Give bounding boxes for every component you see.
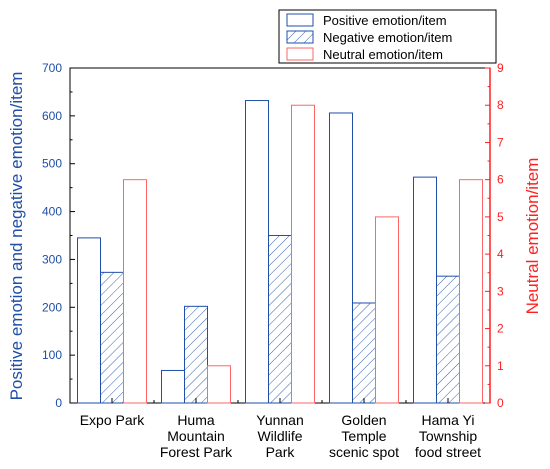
right-axis-tick-label: 2 — [497, 322, 504, 336]
bar-positive — [329, 112, 353, 404]
x-axis-tick-label: food street — [415, 444, 481, 460]
legend-swatch-negative — [286, 30, 314, 44]
right-axis-tick-label: 1 — [497, 359, 504, 373]
bar-neutral — [207, 365, 231, 404]
bar-neutral — [459, 179, 483, 404]
right-axis-tick-label: 0 — [497, 396, 504, 410]
bar-positive — [161, 369, 185, 404]
bar-neutral — [375, 216, 399, 404]
bar-negative — [352, 302, 376, 404]
bar-negative — [100, 271, 124, 404]
legend-label-positive: Positive emotion/item — [323, 13, 447, 28]
x-axis-tick-label: Yunnan — [256, 412, 304, 428]
x-axis-tick-label: Wildlife — [257, 428, 302, 444]
right-axis-tick-label: 8 — [497, 98, 504, 112]
bar-negative — [436, 275, 460, 404]
x-axis-tick-label: Forest Park — [160, 444, 233, 460]
x-axis-tick-label: Expo Park — [80, 412, 146, 428]
bar-positive — [245, 100, 269, 404]
x-axis-tick-label: Hama Yi — [422, 412, 475, 428]
bar-positive — [413, 176, 437, 404]
legend-box — [278, 9, 497, 64]
left-axis-tick-label: 600 — [42, 109, 62, 123]
bar-neutral — [123, 179, 147, 404]
x-axis-tick-label: Township — [419, 428, 478, 444]
bar-negative — [268, 235, 292, 404]
x-axis-tick-label: Golden — [341, 412, 386, 428]
right-axis-tick-label: 5 — [497, 210, 504, 224]
left-axis-title: Positive emotion and negative emotion/it… — [7, 72, 26, 401]
bar-negative — [184, 305, 208, 404]
legend-swatch-neutral — [286, 47, 314, 61]
x-axis-tick-label: Huma — [177, 412, 215, 428]
right-axis-tick-label: 9 — [497, 61, 504, 75]
bar-positive — [77, 237, 101, 404]
right-axis-tick-label: 3 — [497, 284, 504, 298]
left-axis: 0 100 200 300 400 500 600 700 — [42, 61, 75, 410]
right-axis-tick-label: 7 — [497, 135, 504, 149]
left-axis-tick-label: 300 — [42, 252, 62, 266]
bars-group — [77, 100, 483, 404]
left-axis-tick-label: 100 — [42, 348, 62, 362]
x-axis-tick-label: Park — [266, 444, 296, 460]
right-axis-tick-label: 6 — [497, 173, 504, 187]
x-axis-tick-label: Mountain — [167, 428, 225, 444]
right-axis-title: Neutral emotion/item — [523, 158, 542, 315]
left-axis-tick-label: 500 — [42, 157, 62, 171]
right-axis-tick-label: 4 — [497, 247, 504, 261]
x-axis-tick-label: scenic spot — [329, 444, 399, 460]
legend-label-negative: Negative emotion/item — [323, 30, 452, 45]
left-axis-tick-label: 400 — [42, 205, 62, 219]
right-axis: 0 1 2 3 4 5 6 7 8 9 — [485, 61, 504, 410]
legend-swatch-positive — [286, 13, 314, 27]
left-axis-tick-label: 200 — [42, 300, 62, 314]
bar-neutral — [291, 104, 315, 404]
legend-label-neutral: Neutral emotion/item — [323, 47, 443, 62]
x-axis-tick-label: Temple — [341, 428, 386, 444]
left-axis-tick-label: 0 — [55, 396, 62, 410]
left-axis-tick-label: 700 — [42, 61, 62, 75]
legend: Positive emotion/item Negative emotion/i… — [278, 9, 497, 64]
